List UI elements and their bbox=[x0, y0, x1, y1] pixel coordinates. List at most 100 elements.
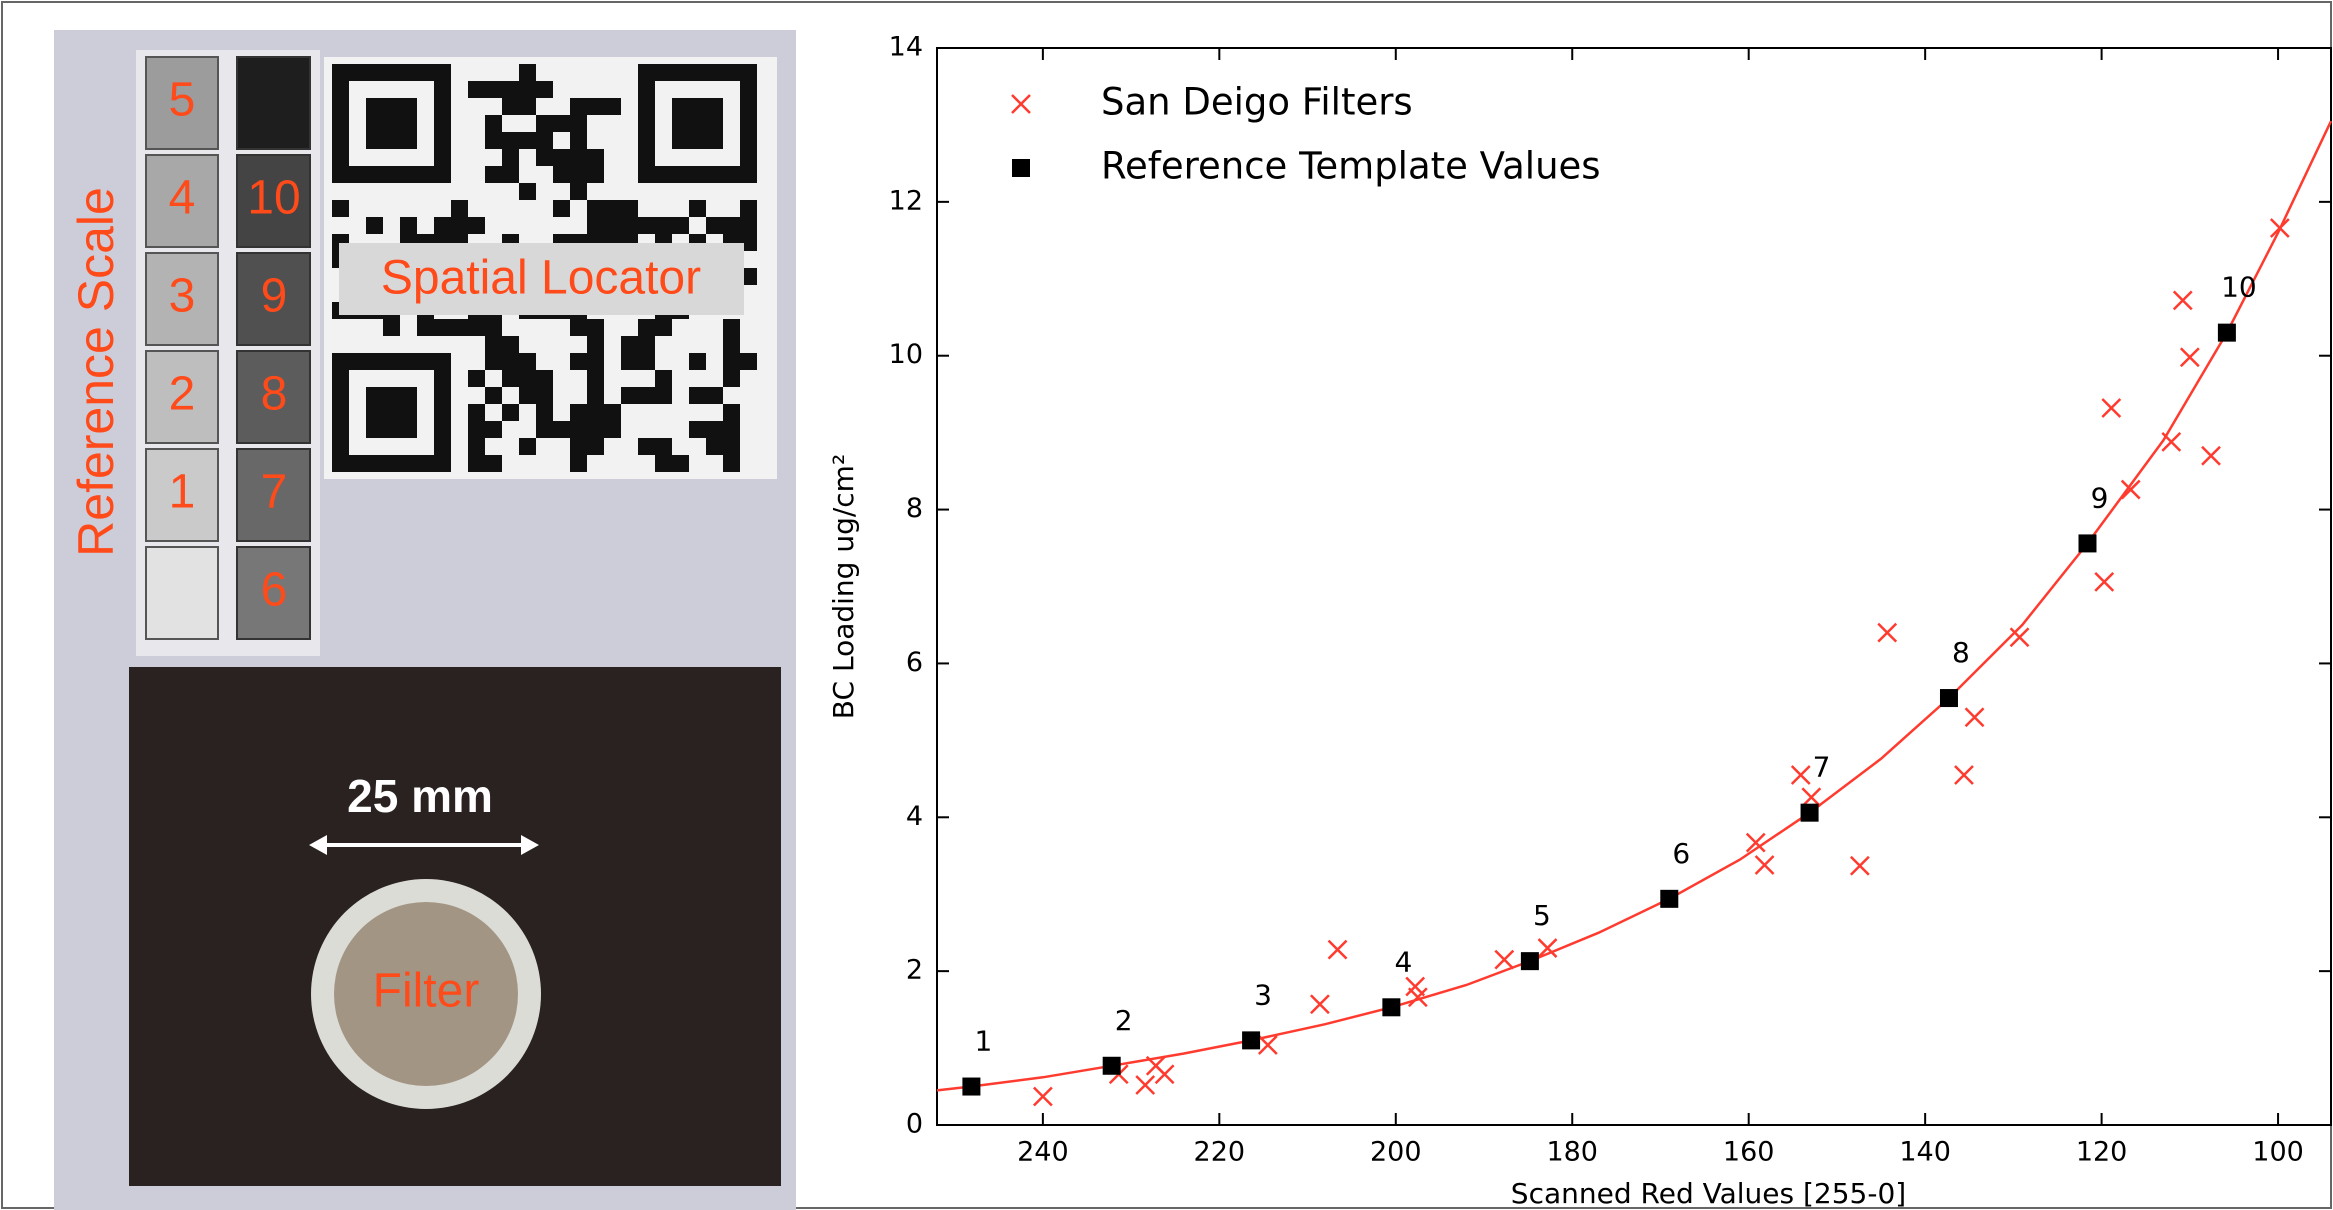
qr-module bbox=[570, 438, 587, 455]
qr-module bbox=[723, 455, 740, 472]
qr-module bbox=[689, 387, 706, 404]
qr-module bbox=[740, 353, 757, 370]
qr-module bbox=[485, 166, 502, 183]
qr-module bbox=[587, 438, 604, 455]
photo-panel: Spatial Locator Reference Scale 25 mm Fi… bbox=[54, 30, 796, 1210]
qr-module bbox=[604, 421, 621, 438]
point-label: 9 bbox=[2091, 481, 2109, 514]
legend-marker bbox=[1012, 159, 1030, 177]
qr-module bbox=[587, 370, 604, 387]
qr-module bbox=[485, 387, 502, 404]
qr-module bbox=[570, 455, 587, 472]
qr-module bbox=[451, 200, 468, 217]
qr-module bbox=[468, 404, 485, 421]
x-tick-label: 140 bbox=[1899, 1137, 1951, 1168]
qr-module bbox=[604, 404, 621, 421]
qr-module bbox=[451, 217, 468, 234]
qr-module bbox=[400, 217, 417, 234]
qr-module bbox=[723, 421, 740, 438]
qr-module bbox=[519, 370, 536, 387]
point bbox=[1754, 855, 1775, 875]
qr-module bbox=[723, 353, 740, 370]
point bbox=[1537, 938, 1558, 958]
point-label: 2 bbox=[1115, 1004, 1133, 1037]
qr-module bbox=[621, 353, 638, 370]
scale-number: 5 bbox=[169, 74, 196, 127]
y-tick-label: 8 bbox=[906, 493, 923, 524]
point bbox=[1135, 1075, 1156, 1095]
y-tick-label: 10 bbox=[889, 339, 923, 370]
scale-number: 8 bbox=[261, 368, 288, 421]
qr-module bbox=[502, 149, 519, 166]
qr-module bbox=[519, 438, 536, 455]
reference-title: Reference Scale bbox=[68, 187, 124, 557]
scale-cell bbox=[236, 546, 311, 640]
scale-number: 4 bbox=[169, 172, 196, 225]
qr-module bbox=[570, 421, 587, 438]
point bbox=[2269, 218, 2290, 238]
qr-module bbox=[638, 387, 655, 404]
qr-module bbox=[383, 319, 400, 336]
qr-module bbox=[638, 336, 655, 353]
qr-module bbox=[536, 132, 553, 149]
x-axis-label: Scanned Red Values [255-0] bbox=[1511, 1177, 1906, 1210]
qr-module bbox=[621, 387, 638, 404]
qr-module bbox=[689, 421, 706, 438]
qr-module bbox=[519, 132, 536, 149]
qr-module bbox=[536, 387, 553, 404]
qr-module bbox=[502, 81, 519, 98]
point-label: 1 bbox=[974, 1025, 992, 1058]
qr-module bbox=[570, 98, 587, 115]
point bbox=[1964, 707, 1985, 728]
qr-module bbox=[621, 200, 638, 217]
y-axis-label: BC Loading ug/cm² bbox=[827, 454, 860, 719]
point-label: 5 bbox=[1533, 899, 1551, 932]
qr-module bbox=[638, 217, 655, 234]
point bbox=[1954, 765, 1974, 785]
point bbox=[2161, 431, 2182, 452]
qr-module bbox=[587, 149, 604, 166]
plot-area bbox=[936, 47, 2332, 1126]
qr-module bbox=[672, 217, 689, 234]
point bbox=[1520, 952, 1539, 971]
qr-module bbox=[740, 234, 757, 251]
scale-number: 1 bbox=[169, 466, 196, 519]
qr-module bbox=[570, 149, 587, 166]
x-tick-label: 200 bbox=[1370, 1137, 1422, 1168]
qr-module bbox=[604, 217, 621, 234]
qr-module bbox=[434, 217, 451, 234]
qr-module bbox=[485, 421, 502, 438]
qr-module bbox=[706, 217, 723, 234]
qr-module bbox=[570, 132, 587, 149]
qr-module bbox=[587, 387, 604, 404]
qr-module bbox=[434, 319, 451, 336]
qr-module bbox=[655, 455, 672, 472]
qr-module bbox=[723, 438, 740, 455]
qr-module bbox=[502, 353, 519, 370]
scale-number: 10 bbox=[247, 172, 300, 225]
qr-module bbox=[366, 217, 383, 234]
qr-module bbox=[485, 132, 502, 149]
qr-module bbox=[332, 200, 349, 217]
scale-cell bbox=[236, 448, 311, 542]
point bbox=[1939, 689, 1958, 708]
scale-cell bbox=[145, 350, 219, 444]
qr-module bbox=[723, 217, 740, 234]
point bbox=[1660, 889, 1679, 908]
x-tick-label: 120 bbox=[2076, 1137, 2128, 1168]
qr-module bbox=[468, 370, 485, 387]
legend-label: San Deigo Filters bbox=[1101, 81, 1413, 124]
qr-module bbox=[587, 336, 604, 353]
point bbox=[1745, 832, 1766, 853]
scale-number: 7 bbox=[261, 466, 288, 519]
qr-module bbox=[570, 115, 587, 132]
qr-module bbox=[689, 353, 706, 370]
qr-finder bbox=[366, 387, 417, 438]
point bbox=[2172, 290, 2193, 311]
x-tick-label: 220 bbox=[1194, 1137, 1246, 1168]
legend-label: Reference Template Values bbox=[1101, 145, 1601, 188]
qr-module bbox=[587, 200, 604, 217]
qr-module bbox=[417, 319, 434, 336]
point bbox=[1407, 987, 1428, 1008]
scale-cell bbox=[145, 56, 219, 150]
